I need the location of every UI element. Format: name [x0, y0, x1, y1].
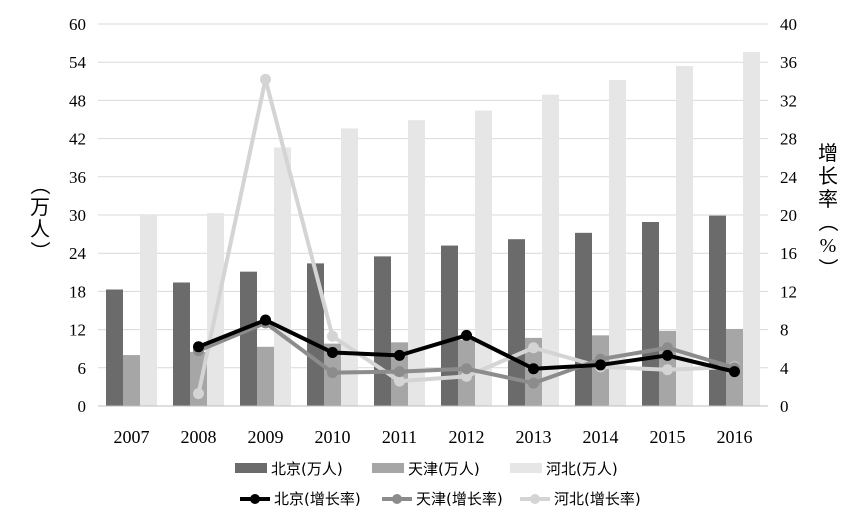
y-left-tick-label: 54: [69, 53, 87, 72]
bar: [676, 66, 693, 407]
bar: [642, 222, 659, 406]
y-right-tick-label: 16: [780, 244, 797, 263]
legend-swatch: [235, 463, 267, 473]
data-point: [193, 341, 204, 353]
bar: [374, 256, 391, 406]
x-tick-label: 2013: [516, 427, 552, 447]
bar: [173, 282, 190, 406]
legend-marker: [530, 494, 540, 504]
bar: [341, 128, 358, 406]
bar: [609, 80, 626, 406]
y-left-tick-label: 36: [69, 168, 86, 187]
legend-label: 河北(增长率): [554, 490, 641, 508]
data-point: [394, 349, 405, 361]
x-tick-label: 2014: [583, 427, 619, 447]
data-point: [394, 375, 405, 387]
data-point: [461, 363, 472, 375]
legend-swatch: [510, 463, 542, 473]
x-tick-label: 2008: [181, 427, 217, 447]
bar: [123, 355, 140, 406]
y-right-tick-label: 24: [780, 168, 798, 187]
y-right-axis-title: 增长率（%）: [816, 142, 839, 278]
legend-marker: [250, 494, 260, 504]
y-left-tick-label: 30: [69, 206, 86, 225]
bar: [709, 215, 726, 406]
legend-swatch: [372, 463, 404, 473]
axis-title-char: （: [28, 175, 51, 195]
y-right-tick-label: 36: [780, 53, 797, 72]
bar: [274, 147, 291, 406]
bar: [441, 245, 458, 406]
data-point: [595, 359, 606, 371]
x-tick-label: 2015: [650, 427, 686, 447]
legend-label: 天津(万人): [408, 460, 480, 478]
y-left-tick-label: 18: [69, 282, 86, 301]
y-left-tick-label: 42: [69, 130, 86, 149]
data-point: [260, 73, 271, 85]
y-right-tick-label: 4: [780, 359, 789, 378]
data-point: [193, 388, 204, 400]
bar: [307, 263, 324, 406]
data-point: [461, 329, 472, 341]
y-left-tick-label: 6: [78, 359, 87, 378]
bar: [743, 52, 760, 406]
bar: [240, 271, 257, 406]
x-tick-label: 2012: [449, 427, 485, 447]
data-point: [528, 342, 539, 354]
data-point: [528, 377, 539, 389]
bar: [140, 215, 157, 406]
y-right-tick-label: 40: [780, 15, 797, 34]
axis-title-char: ）: [28, 241, 51, 261]
data-point: [260, 314, 271, 326]
y-right-tick-label: 12: [780, 282, 797, 301]
bar: [542, 94, 559, 407]
y-left-tick-label: 12: [69, 321, 86, 340]
data-point: [461, 370, 472, 382]
data-point: [394, 366, 405, 378]
y-left-axis-title: （万人）: [28, 175, 51, 261]
bar: [475, 110, 492, 406]
axis-title-char: 率: [818, 188, 838, 211]
bar: [575, 232, 592, 406]
legend-label: 北京(万人): [271, 460, 343, 478]
axis-title-char: %: [820, 235, 837, 257]
bar: [257, 346, 274, 406]
axis-title-char: （: [816, 212, 839, 232]
y-left-tick-label: 24: [69, 244, 87, 263]
x-tick-label: 2010: [315, 427, 351, 447]
x-tick-label: 2011: [382, 427, 417, 447]
data-point: [327, 347, 338, 359]
bar: [408, 120, 425, 407]
x-tick-label: 2007: [114, 427, 150, 447]
x-tick-label: 2016: [717, 427, 753, 447]
axis-title-char: 增: [818, 142, 838, 165]
data-point: [662, 342, 673, 354]
data-point: [528, 363, 539, 375]
y-right-tick-label: 0: [780, 397, 789, 416]
x-tick-label: 2009: [248, 427, 284, 447]
legend-label: 天津(增长率): [416, 490, 503, 508]
bar: [106, 289, 123, 406]
y-left-tick-label: 48: [69, 91, 86, 110]
legend-marker: [392, 494, 402, 504]
data-point: [327, 330, 338, 342]
y-right-tick-label: 32: [780, 91, 797, 110]
data-point: [729, 366, 740, 378]
y-left-tick-label: 0: [78, 397, 87, 416]
axis-title-char: 人: [30, 218, 50, 241]
data-point: [327, 367, 338, 379]
y-left-tick-label: 60: [69, 15, 86, 34]
axis-title-char: 万: [30, 197, 50, 219]
y-right-tick-label: 20: [780, 206, 797, 225]
axis-title-char: ）: [816, 258, 839, 278]
y-right-tick-label: 28: [780, 130, 797, 149]
data-point: [662, 349, 673, 361]
y-right-tick-label: 8: [780, 321, 789, 340]
legend-label: 北京(增长率): [274, 490, 361, 508]
axis-title-char: 长: [818, 165, 838, 188]
legend-label: 河北(万人): [546, 460, 618, 478]
data-point: [662, 364, 673, 376]
